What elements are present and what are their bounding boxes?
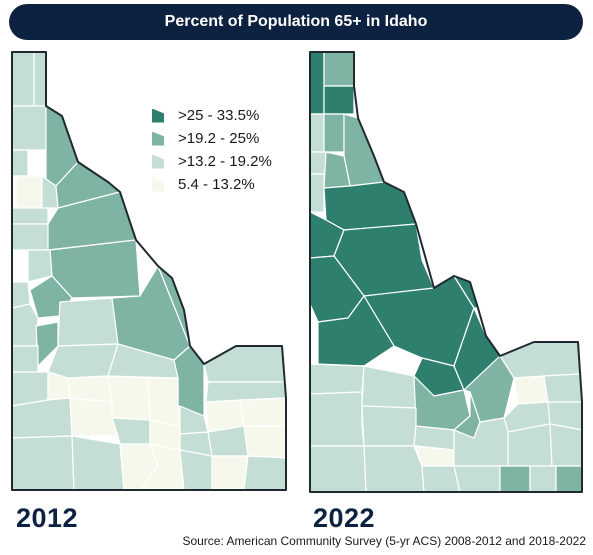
idaho-outline [309,51,583,493]
county-region [499,341,581,379]
map-2012 [11,51,287,491]
county-region [309,445,367,493]
county-region [361,365,417,409]
county-region [543,373,583,403]
county-region [529,465,557,493]
county-region [323,51,355,87]
legend-swatch [152,177,164,192]
legend-item: >13.2 - 19.2% [152,150,312,173]
legend-label: >25 - 33.5% [178,107,260,124]
county-region [309,391,365,447]
legend-swatch [152,131,164,146]
county-region [499,465,531,493]
county-region [211,455,249,491]
county-region [107,375,151,421]
county-region [549,423,583,467]
county-region [243,425,287,459]
county-region [27,249,53,283]
map-2022 [309,51,583,493]
county-region [239,397,287,427]
county-region [49,239,141,299]
map-title: Percent of Population 65+ in Idaho [164,13,428,30]
idaho-outline [11,51,287,491]
year-label-2022: 2022 [313,503,376,533]
county-region [343,113,385,187]
county-region [11,435,75,491]
county-region [243,455,287,491]
county-region [11,105,47,151]
county-region [309,151,327,175]
legend: >25 - 33.5% >19.2 - 25% >13.2 - 19.2% 5.… [152,104,312,196]
year-label-2012: 2012 [16,503,79,533]
county-region [453,465,501,493]
county-region [33,51,47,107]
county-region [15,175,43,209]
county-region [309,113,325,153]
county-region [11,223,51,251]
county-region [207,425,249,457]
county-region [323,113,345,153]
county-region [513,375,549,405]
county-region [57,297,119,347]
county-region [71,435,125,491]
legend-label: >13.2 - 19.2% [178,153,272,170]
title-banner: Percent of Population 65+ in Idaho [9,4,583,40]
county-region [555,465,583,493]
county-region [363,445,425,493]
county-region [507,423,553,467]
legend-label: >19.2 - 25% [178,130,260,147]
county-region [309,363,365,395]
county-region [309,51,325,115]
county-region [111,417,151,445]
county-region [11,397,73,439]
county-region [11,51,35,107]
county-region [11,149,29,177]
legend-swatch [152,108,164,123]
county-region [147,377,181,427]
county-region [11,207,49,225]
legend-swatch [152,154,164,169]
county-region [309,173,325,213]
county-region [69,397,119,437]
legend-item: 5.4 - 13.2% [152,173,312,196]
county-region [203,345,285,383]
county-region [415,445,455,467]
county-region [47,343,119,379]
county-region [323,85,355,115]
legend-item: >25 - 33.5% [152,104,312,127]
county-region [11,345,39,373]
legend-item: >19.2 - 25% [152,127,312,150]
county-region [361,405,417,447]
source-note: Source: American Community Survey (5-yr … [182,534,586,548]
county-region [323,181,417,231]
county-region [11,303,39,347]
county-region [179,449,213,491]
legend-label: 5.4 - 13.2% [178,176,255,193]
